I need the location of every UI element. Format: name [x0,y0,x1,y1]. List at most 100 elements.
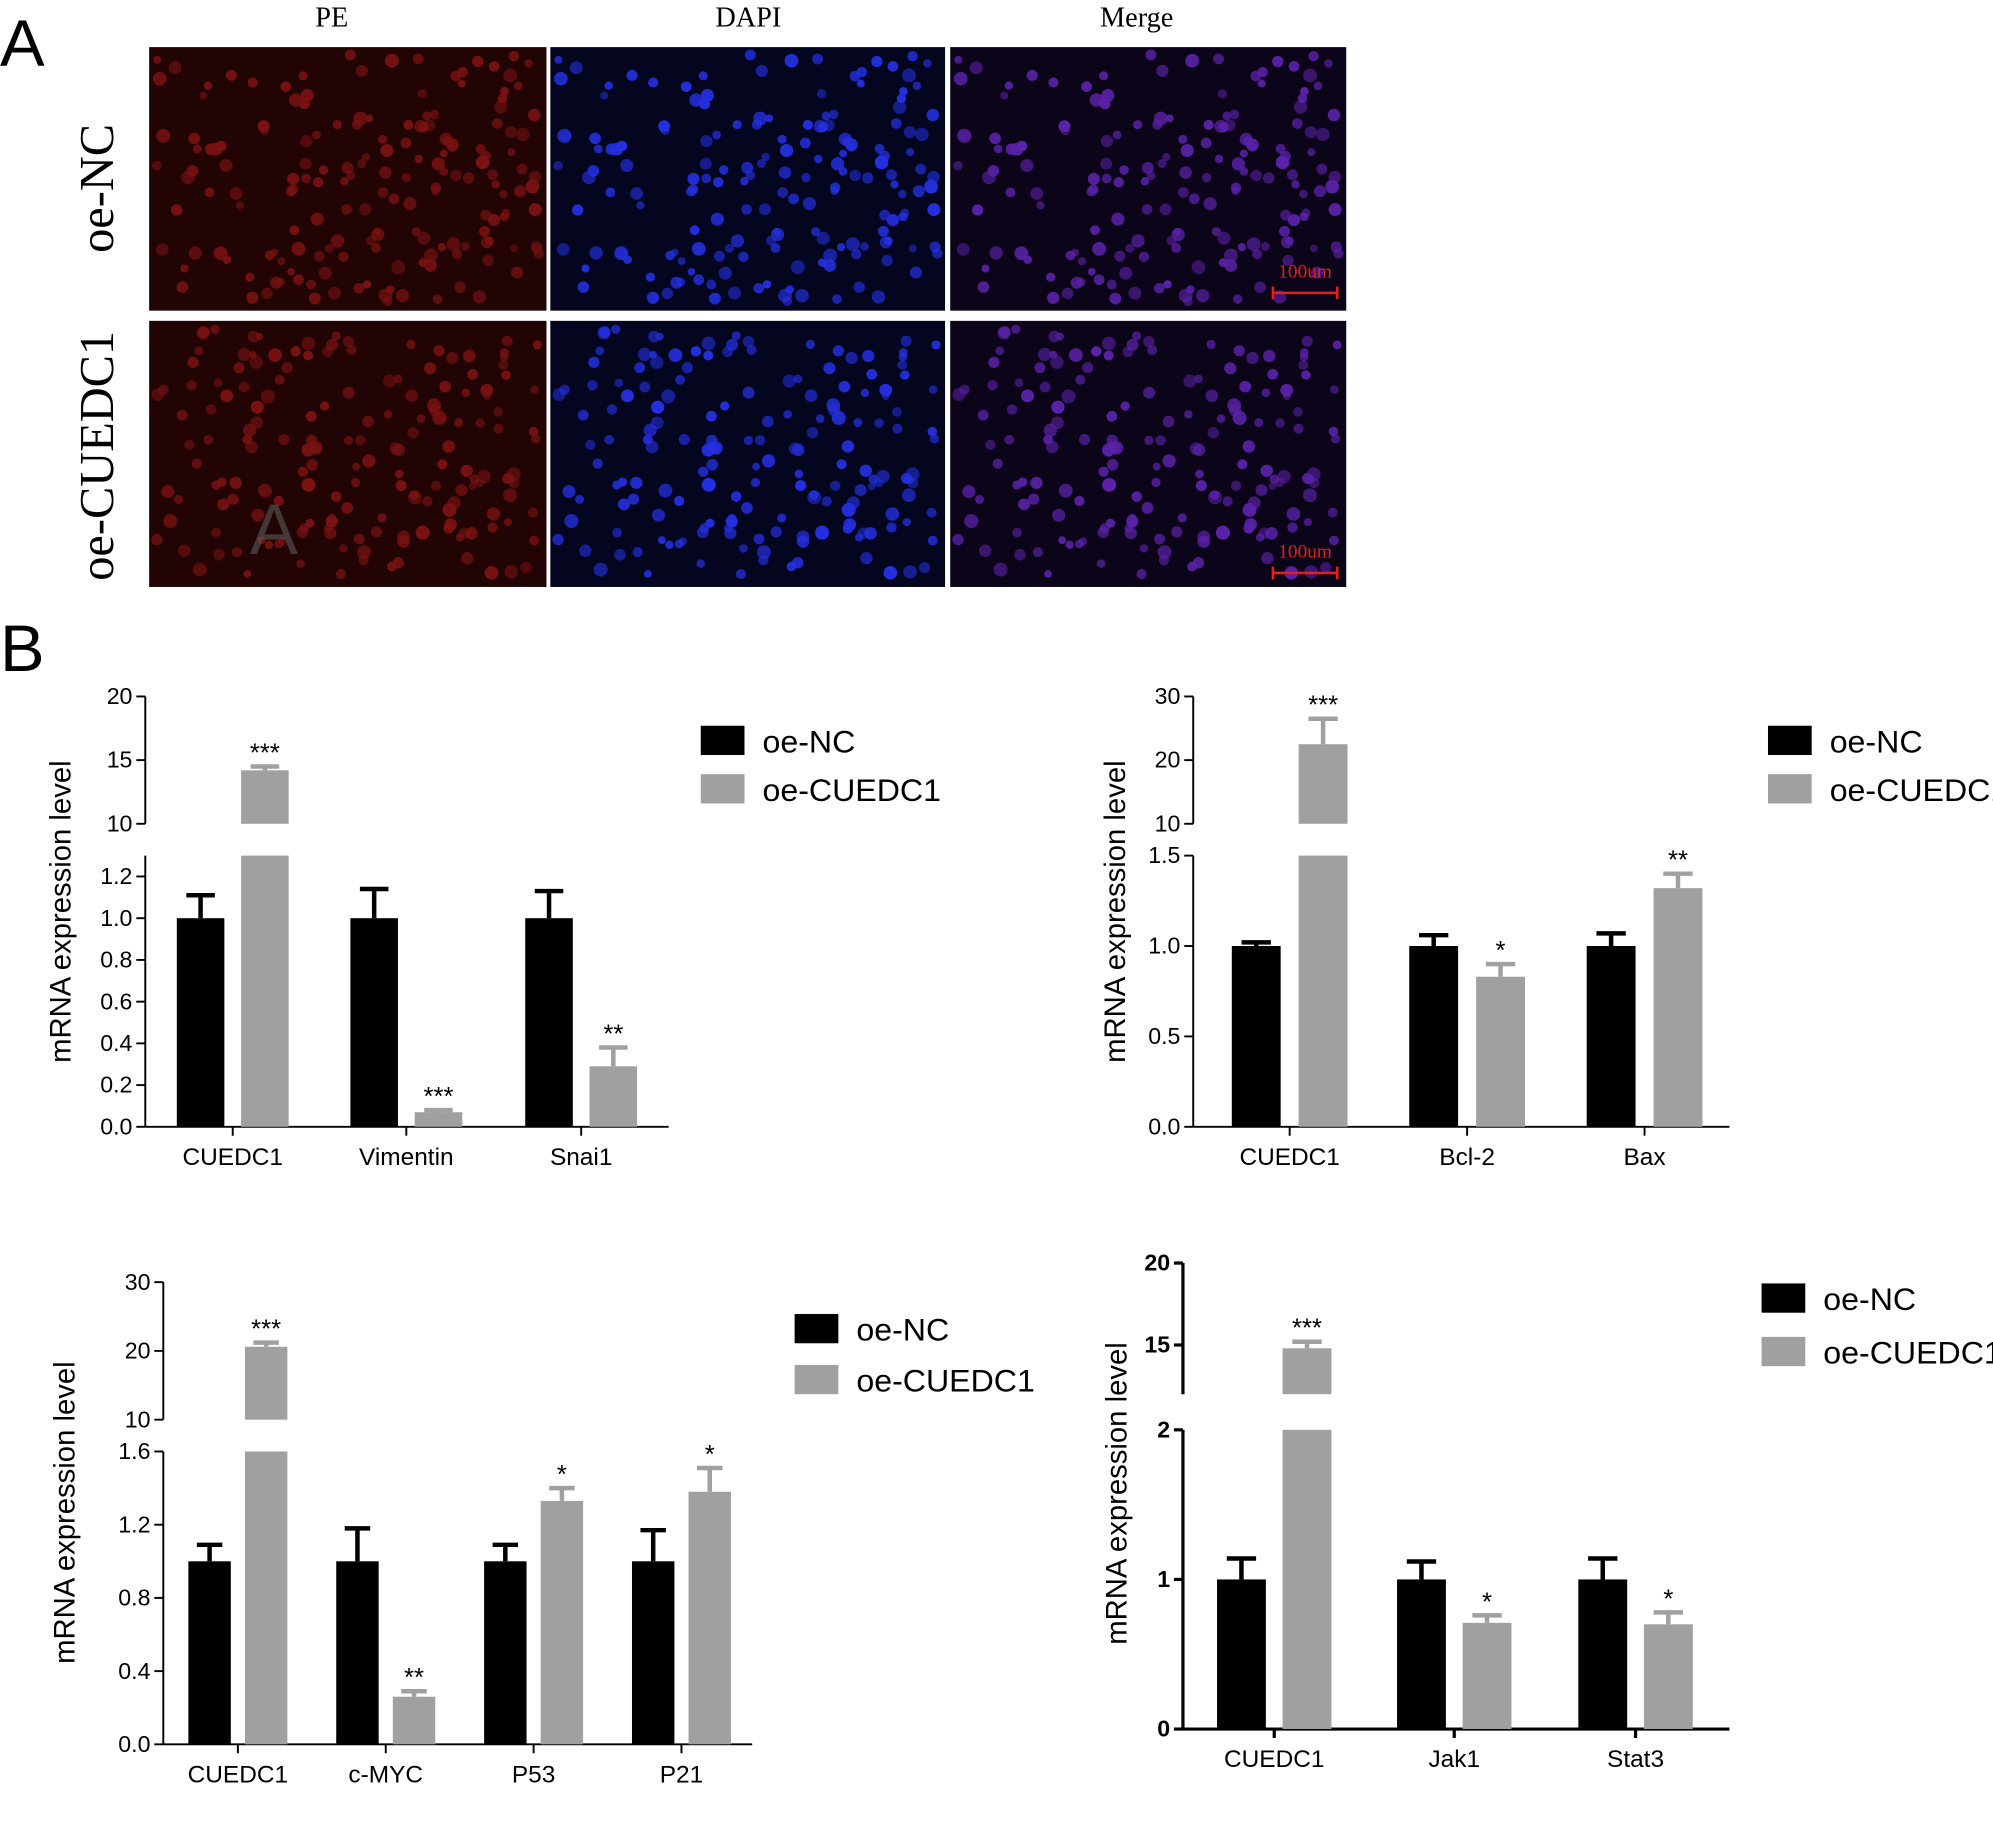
cell [822,119,835,132]
cell [1237,459,1248,470]
cell [1061,389,1076,404]
cell [954,55,963,64]
cell [871,55,883,68]
cell [1320,562,1332,574]
cell [828,109,839,120]
cell [752,462,761,471]
cell [485,236,494,245]
cell [251,508,265,522]
cell [168,61,182,75]
cell [816,231,830,245]
bar [484,1561,527,1745]
cell [931,340,941,350]
cell [1261,388,1271,397]
cell [718,266,732,280]
cell [467,369,479,380]
cell [1327,507,1338,518]
cell [439,149,448,158]
cell [1101,173,1112,184]
cell [1061,287,1074,300]
cell [1088,184,1099,195]
cell [1307,148,1316,157]
cell [587,380,598,391]
y-tick-label: 0.0 [1148,1114,1180,1140]
cell [972,204,984,216]
cell [424,259,437,272]
cell [469,474,479,484]
cell [1303,518,1312,527]
cell [1261,242,1270,251]
cell [1143,386,1156,399]
cell [553,160,563,171]
cell [756,159,766,169]
cell [886,214,899,227]
cell [657,536,666,545]
legend-swatch [1761,1336,1806,1367]
cell [503,488,517,503]
cell [632,547,643,558]
y-tick-label: 1.2 [100,863,132,889]
cell [700,134,713,148]
cell [569,61,583,75]
cell [422,496,433,507]
cell [247,77,258,88]
cell [493,100,508,114]
cell [823,248,838,263]
cell [1310,266,1324,279]
cell [926,507,937,518]
cell [674,539,684,549]
cell [431,186,440,196]
cell [355,64,369,77]
cell [552,533,564,546]
cell [860,552,873,565]
cell [423,119,436,132]
y-tick-label: 1.2 [118,1511,150,1537]
column-label: DAPI [715,3,781,34]
cell [416,414,426,423]
cell [1293,406,1303,417]
cell [681,362,694,374]
cell [475,155,490,170]
cell [527,108,541,122]
bar [1586,946,1636,1127]
cell [1028,493,1040,505]
cell [1162,454,1176,468]
cell [626,69,638,81]
cell [866,369,878,380]
cell [1275,143,1286,154]
cell [1282,254,1294,267]
cell [1038,347,1052,362]
cell [1087,172,1100,185]
cell [1224,259,1238,272]
cell [447,496,461,510]
legend-label: oe-CUEDC1 [1823,1335,1993,1371]
cell [860,388,870,397]
cell [643,423,657,437]
bar [350,918,398,1127]
cell [898,352,908,362]
cell [987,380,998,391]
cell [268,348,283,362]
significance: * [1482,1588,1492,1616]
cell [1293,100,1308,114]
cell [988,356,1000,369]
cell [792,557,804,569]
cell [1243,522,1255,534]
cell [593,144,603,154]
cell [678,434,690,446]
cell [1045,272,1056,282]
cell [1277,469,1291,484]
cell [1188,193,1200,205]
legend-swatch [794,1313,839,1344]
cell [1144,435,1154,445]
cell [361,152,370,162]
cell [1275,155,1290,170]
cell [915,127,929,142]
cell [480,383,494,397]
cell [604,81,613,90]
cell [650,355,664,369]
cell [340,177,349,186]
cell [795,480,807,492]
cell [795,288,809,303]
cell [417,89,427,99]
